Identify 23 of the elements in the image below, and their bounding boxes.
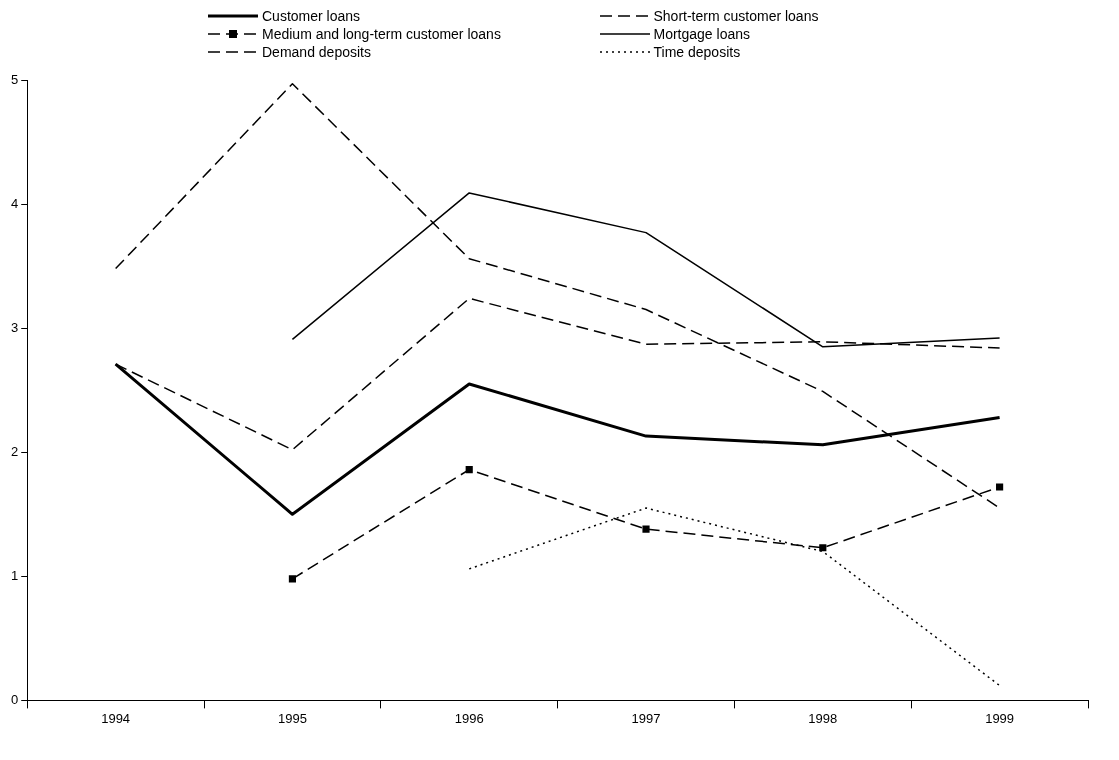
- x-tick-label: 1994: [101, 710, 131, 726]
- legend-label: Time deposits: [653, 44, 741, 60]
- legend-label: Demand deposits: [262, 44, 371, 60]
- y-tick-label: 4: [11, 195, 19, 211]
- point: [465, 466, 473, 474]
- point: [996, 483, 1004, 491]
- x-tick-label: 1996: [454, 710, 484, 726]
- y-tick-label: 2: [11, 443, 19, 459]
- x-tick-label: 1997: [631, 710, 661, 726]
- point: [288, 575, 296, 583]
- legend-label: Mortgage loans: [653, 26, 751, 42]
- legend-label: Short-term customer loans: [653, 8, 819, 24]
- legend-label: Customer loans: [262, 8, 361, 24]
- legend-label: Medium and long-term customer loans: [262, 26, 501, 42]
- x-tick-label: 1998: [808, 710, 838, 726]
- y-tick-label: 1: [11, 567, 19, 583]
- x-tick-label: 1999: [985, 710, 1015, 726]
- point: [819, 544, 827, 552]
- y-tick-label: 0: [11, 691, 19, 707]
- x-tick-label: 1995: [277, 710, 307, 726]
- y-tick-label: 3: [11, 319, 19, 335]
- point: [642, 525, 650, 533]
- y-tick-label: 5: [11, 71, 19, 87]
